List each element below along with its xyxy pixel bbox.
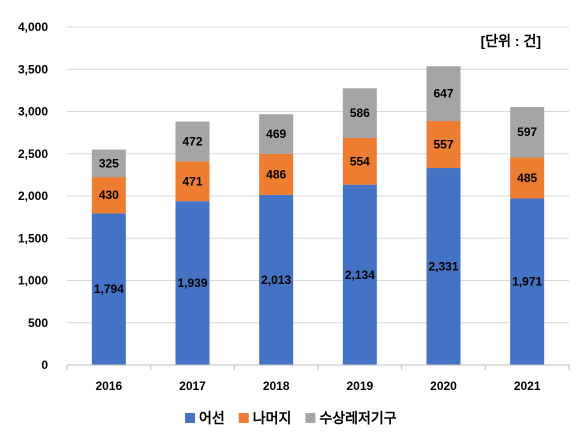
gridlines [67, 26, 569, 324]
bar-segment [91, 177, 126, 214]
x-tick-label: 2021 [514, 379, 541, 393]
x-tick-label: 2018 [263, 379, 290, 393]
data-label: 586 [350, 106, 370, 120]
y-tick-label: 2,500 [18, 147, 48, 161]
legend: 어선 나머지 수상레저기구 [185, 410, 397, 426]
bar-segment [342, 137, 377, 185]
data-label: 472 [182, 134, 202, 148]
data-label: 557 [433, 137, 453, 151]
data-label: 1,971 [512, 275, 542, 289]
axes: 0 500 1,000 1,500 2,000 2,500 3,000 3,500 4,000 2… [18, 20, 570, 393]
y-tick-label: 3,500 [18, 62, 48, 76]
bar-segment [426, 168, 461, 365]
x-tick-label: 2017 [179, 379, 206, 393]
bar-segment [175, 161, 210, 202]
y-tick-label: 3,000 [18, 105, 48, 119]
bar-segment [259, 194, 294, 365]
data-label: 469 [266, 127, 286, 141]
data-label: 2,331 [428, 260, 458, 274]
data-label: 471 [182, 174, 202, 188]
data-label: 2,134 [345, 268, 375, 282]
bar-segment [342, 88, 377, 138]
y-tick-label: 1,500 [18, 231, 48, 245]
bar-segment [259, 114, 294, 154]
data-labels: 1,794 430 325 1,939 471 472 2,013 486 469 2,134 55… [94, 87, 543, 297]
bar-segment [426, 66, 461, 121]
bar-segment [426, 120, 461, 169]
bars [91, 66, 545, 365]
legend-swatch [305, 413, 316, 423]
x-tick-label: 2020 [430, 379, 457, 393]
x-tick-label: 2019 [346, 379, 373, 393]
x-tick-label: 2016 [95, 379, 122, 393]
y-tick-label: 2,000 [18, 189, 48, 203]
legend-swatch [238, 413, 249, 423]
legend-label: 나머지 [253, 410, 292, 426]
bar-segment [91, 149, 126, 178]
data-label: 486 [266, 167, 286, 181]
bar-segment [175, 121, 210, 162]
legend-label: 어선 [199, 410, 225, 426]
unit-label: [단위 : 건] [481, 33, 541, 49]
data-label: 647 [433, 87, 453, 101]
bar-segment [510, 107, 545, 158]
data-label: 485 [517, 171, 537, 185]
y-tick-label: 0 [41, 358, 48, 372]
bar-segment [342, 184, 377, 365]
data-label: 325 [99, 156, 119, 170]
legend-label: 수상레저기구 [319, 410, 396, 426]
data-label: 2,013 [261, 273, 291, 287]
data-label: 554 [350, 154, 370, 168]
y-tick-label: 4,000 [18, 20, 48, 34]
bar-segment [175, 201, 210, 365]
data-label: 1,794 [94, 282, 124, 296]
bar-segment [91, 213, 126, 365]
y-tick-label: 1,000 [18, 274, 48, 288]
y-tick-label: 500 [28, 316, 48, 330]
data-label: 597 [517, 125, 537, 139]
bar-segment [510, 198, 545, 365]
data-label: 1,939 [177, 276, 207, 290]
bar-segment [510, 157, 545, 199]
data-label: 430 [99, 188, 119, 202]
legend-swatch [185, 413, 195, 423]
bar-segment [259, 153, 294, 195]
